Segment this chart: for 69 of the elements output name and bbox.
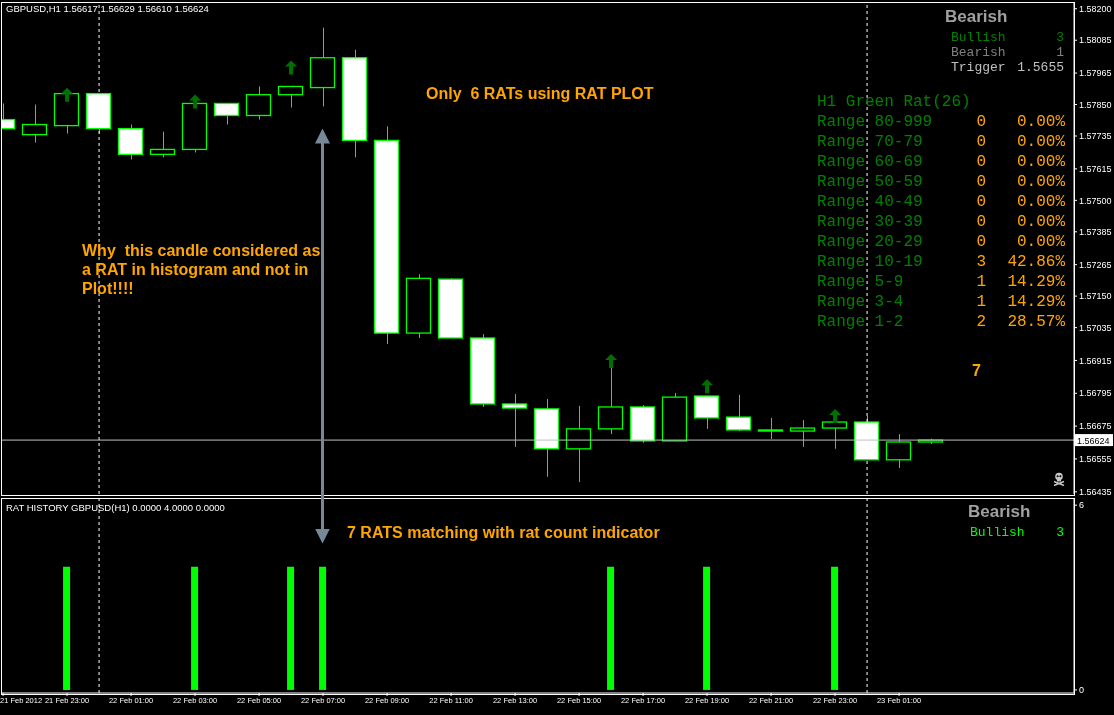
- annotation: Bearish: [951, 45, 1006, 60]
- chart-title: GBPUSD,H1 1.56617 1.56629 1.56610 1.56624: [6, 3, 209, 15]
- y-tick-label: 1.56555: [1079, 454, 1112, 465]
- annotation: 3: [976, 252, 986, 272]
- y-tick-label: 1.56915: [1079, 355, 1112, 366]
- annotation: 0.00%: [1016, 212, 1065, 232]
- y-tick-label: 6: [1079, 500, 1085, 511]
- ref-line-label: 1.56624: [1077, 435, 1110, 446]
- annotation: 0.00%: [1016, 192, 1065, 212]
- annotation: 0: [976, 192, 986, 212]
- annotation: 7 RATS matching with rat count indicator: [347, 523, 660, 542]
- annotation: Range 50-59: [817, 172, 923, 192]
- y-tick-label: 1.56435: [1079, 487, 1112, 498]
- annotation: Bearish: [968, 502, 1031, 522]
- annotation: 7: [972, 362, 981, 380]
- annotation: 28.57%: [1007, 312, 1065, 332]
- annotation: H1 Green Rat(26): [817, 92, 971, 112]
- y-tick-label: 1.58200: [1079, 3, 1112, 14]
- annotation: 0: [976, 232, 986, 252]
- y-tick-label: 1.57150: [1079, 291, 1112, 302]
- annotation: 0.00%: [1016, 232, 1065, 252]
- annotation: 0: [976, 112, 986, 132]
- annotation: Range 30-39: [817, 212, 923, 232]
- annotation: 0.00%: [1016, 152, 1065, 172]
- annotation: 0: [976, 132, 986, 152]
- annotation: 1: [1056, 45, 1064, 60]
- annotation: Range 40-49: [817, 192, 923, 212]
- y-tick-label: 1.56795: [1079, 388, 1112, 399]
- annotation: 3: [1056, 30, 1064, 45]
- annotation: Only 6 RATs using RAT PLOT: [426, 84, 654, 103]
- annotation: Range 10-19: [817, 252, 923, 272]
- annotation: 0.00%: [1016, 172, 1065, 192]
- annotation: Bullish: [970, 525, 1025, 540]
- annotation: 14.29%: [1007, 272, 1065, 292]
- y-tick-label: 1.57035: [1079, 322, 1112, 333]
- annotation: 1.5655: [1017, 60, 1064, 75]
- annotation: 14.29%: [1007, 292, 1065, 312]
- annotation: Bearish: [945, 7, 1008, 27]
- annotation: Range 1-2: [817, 312, 904, 332]
- annotation: 0: [976, 212, 986, 232]
- annotation: Trigger: [951, 60, 1006, 75]
- annotation: 0.00%: [1016, 132, 1065, 152]
- annotation: 0: [976, 172, 986, 192]
- annotation: Range 5-9: [817, 272, 904, 292]
- annotation: 1: [976, 292, 986, 312]
- annotation: 3: [1056, 525, 1064, 540]
- y-tick-label: 1.57265: [1079, 259, 1112, 270]
- annotation: Range 70-79: [817, 132, 923, 152]
- chart-title: RAT HISTORY GBPUSD(H1) 0.0000 4.0000 0.0000: [6, 502, 225, 514]
- y-tick-label: 1.57615: [1079, 164, 1112, 175]
- annotation: Range 80-999: [817, 112, 933, 132]
- annotation: 42.86%: [1007, 252, 1065, 272]
- annotation: Range 60-69: [817, 152, 923, 172]
- y-tick-label: 1.57965: [1079, 68, 1112, 79]
- y-tick-label: 1.57385: [1079, 227, 1112, 237]
- annotation: 0: [976, 152, 986, 172]
- annotation: 0.00%: [1016, 112, 1065, 132]
- annotation: 1: [976, 272, 986, 292]
- annotation: 2: [976, 312, 986, 332]
- y-tick-label: 0: [1079, 685, 1085, 696]
- y-tick-label: 1.57735: [1079, 131, 1112, 142]
- y-tick-label: 1.58085: [1079, 35, 1112, 46]
- annotation: Why this candle considered as a RAT in histogram and not in Plot!!!!: [82, 241, 322, 298]
- y-tick-label: 1.57850: [1079, 99, 1112, 110]
- y-tick-label: 1.57500: [1079, 195, 1112, 206]
- annotation: Bullish: [951, 30, 1006, 45]
- y-tick-label: 1.56675: [1079, 421, 1112, 432]
- annotation: Range 3-4: [817, 292, 904, 312]
- annotation: Range 20-29: [817, 232, 923, 252]
